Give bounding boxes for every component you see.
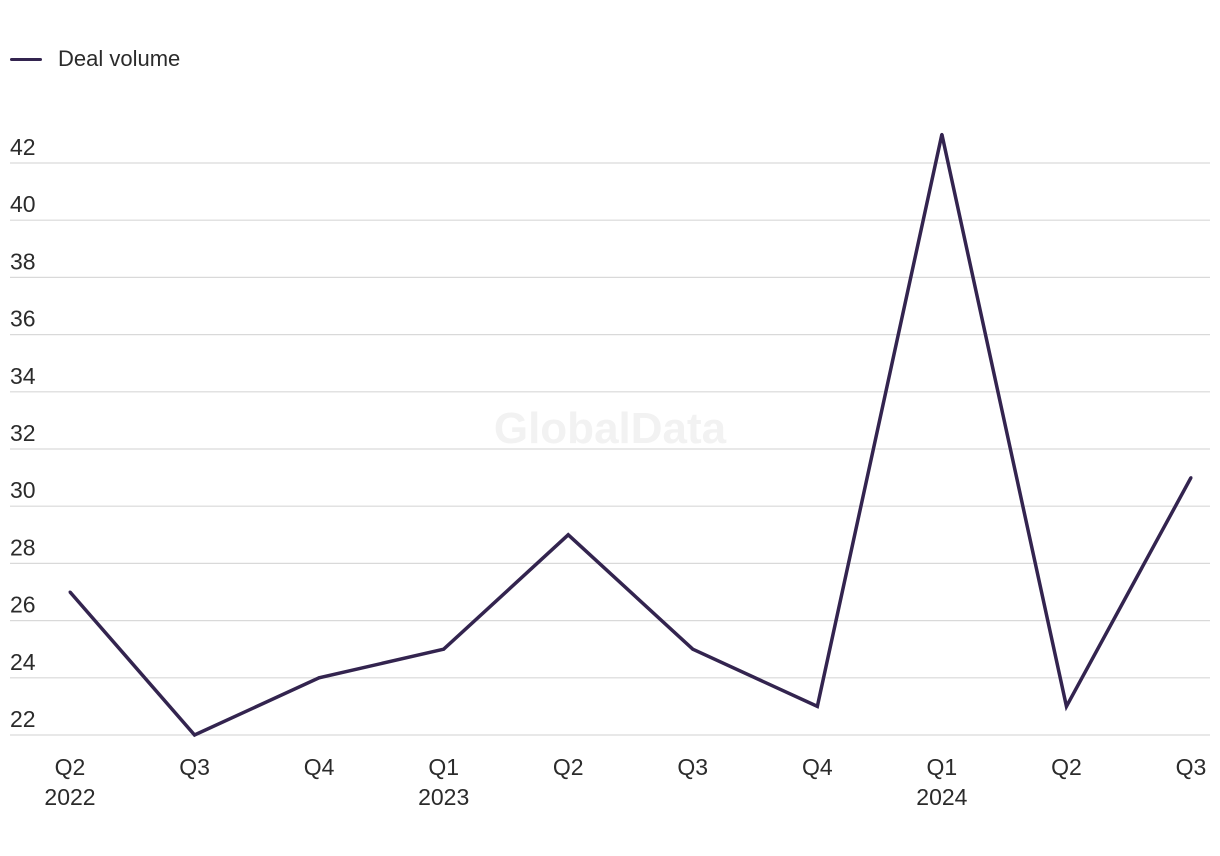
x-tick-label: Q3: [677, 754, 708, 780]
data-point: [442, 647, 446, 651]
y-tick-label: 38: [10, 248, 36, 274]
legend-swatch: [10, 57, 42, 61]
watermark: GlobalData: [494, 404, 727, 453]
x-tick-year-label: 2023: [418, 784, 469, 810]
x-tick-label: Q3: [1176, 754, 1207, 780]
x-tick-label: Q1: [428, 754, 459, 780]
x-tick-year-label: 2022: [44, 784, 95, 810]
legend: Deal volume: [10, 46, 180, 72]
legend-label: Deal volume: [58, 46, 181, 71]
x-tick-label: Q4: [802, 754, 833, 780]
x-tick-year-label: 2024: [916, 784, 967, 810]
data-point: [566, 533, 570, 537]
x-axis-ticks: Q2 2022 Q3 Q4 Q1 2023 Q2 Q3 Q4 Q1 2024 Q2 Q3: [44, 754, 1206, 810]
y-axis-ticks: 22 24 26 28 30 32 34 36 38 40 42: [10, 134, 36, 732]
y-tick-label: 40: [10, 191, 36, 217]
series-line-deal-volume: [68, 134, 1193, 738]
series-group: [68, 132, 1193, 738]
y-tick-label: 22: [10, 706, 36, 732]
y-tick-label: 28: [10, 534, 36, 560]
data-point: [317, 676, 321, 680]
y-tick-label: 36: [10, 306, 36, 332]
x-tick-label: Q2: [553, 754, 584, 780]
x-tick-label: Q2: [1051, 754, 1082, 780]
data-point: [815, 704, 819, 708]
x-tick-label: Q1: [927, 754, 958, 780]
data-point: [940, 132, 944, 136]
data-point: [691, 647, 695, 651]
y-tick-label: 30: [10, 477, 36, 503]
gridlines: [10, 162, 1210, 736]
y-tick-label: 24: [10, 649, 36, 675]
data-point: [68, 590, 72, 594]
y-tick-label: 34: [10, 363, 36, 389]
data-point: [193, 733, 197, 737]
y-tick-label: 42: [10, 134, 36, 160]
x-tick-label: Q4: [304, 754, 335, 780]
y-tick-label: 26: [10, 592, 36, 618]
data-point: [1064, 704, 1068, 708]
x-tick-label: Q2: [55, 754, 86, 780]
y-tick-label: 32: [10, 420, 36, 446]
data-point: [1189, 476, 1193, 480]
x-tick-label: Q3: [179, 754, 210, 780]
